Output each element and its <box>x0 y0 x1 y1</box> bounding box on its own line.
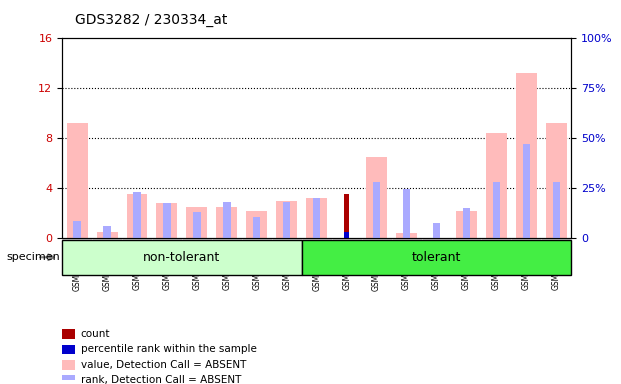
Text: GSM124833: GSM124833 <box>163 244 171 290</box>
Text: GSM124648: GSM124648 <box>342 244 351 290</box>
Bar <box>546 123 567 238</box>
Bar <box>62 344 75 354</box>
Text: GSM124575: GSM124575 <box>73 244 81 291</box>
FancyBboxPatch shape <box>182 238 212 269</box>
Text: GSM124863: GSM124863 <box>283 244 291 290</box>
Bar <box>456 210 477 238</box>
Bar <box>396 233 417 238</box>
Bar <box>433 223 440 238</box>
FancyBboxPatch shape <box>332 238 361 269</box>
Text: GSM124850: GSM124850 <box>492 244 501 290</box>
Bar <box>193 212 201 238</box>
Bar <box>156 203 178 238</box>
FancyBboxPatch shape <box>302 238 332 269</box>
FancyBboxPatch shape <box>62 240 302 275</box>
FancyBboxPatch shape <box>242 238 272 269</box>
Text: GSM124753: GSM124753 <box>372 244 381 291</box>
Bar <box>493 182 500 238</box>
Text: GSM124838: GSM124838 <box>193 244 201 290</box>
FancyBboxPatch shape <box>122 238 152 269</box>
Bar <box>276 200 297 238</box>
Bar <box>66 123 88 238</box>
FancyBboxPatch shape <box>451 238 481 269</box>
Text: GSM124851: GSM124851 <box>522 244 531 290</box>
Bar <box>523 144 530 238</box>
Bar <box>486 133 507 238</box>
FancyBboxPatch shape <box>361 238 392 269</box>
FancyBboxPatch shape <box>302 240 571 275</box>
Text: GSM124842: GSM124842 <box>252 244 261 290</box>
FancyBboxPatch shape <box>62 238 92 269</box>
Bar <box>463 208 470 238</box>
Text: GSM124646: GSM124646 <box>312 244 321 291</box>
Text: GSM124675: GSM124675 <box>102 244 112 291</box>
Text: GSM124853: GSM124853 <box>552 244 561 290</box>
Bar <box>62 360 75 370</box>
Bar <box>216 207 237 238</box>
Bar <box>62 375 75 384</box>
Bar <box>253 217 260 238</box>
Text: GSM124845: GSM124845 <box>462 244 471 290</box>
FancyBboxPatch shape <box>512 238 542 269</box>
Text: non-tolerant: non-tolerant <box>143 251 220 264</box>
Bar <box>96 232 117 238</box>
Text: specimen: specimen <box>6 252 60 262</box>
Bar <box>247 210 267 238</box>
FancyBboxPatch shape <box>212 238 242 269</box>
Bar <box>163 203 171 238</box>
Bar <box>186 207 207 238</box>
Bar <box>344 194 349 238</box>
Text: GSM124836: GSM124836 <box>432 244 441 290</box>
Bar <box>306 198 327 238</box>
FancyBboxPatch shape <box>152 238 182 269</box>
Text: value, Detection Call = ABSENT: value, Detection Call = ABSENT <box>81 360 246 370</box>
Text: GSM124834: GSM124834 <box>402 244 411 290</box>
Bar <box>283 202 291 238</box>
Bar <box>223 202 230 238</box>
FancyBboxPatch shape <box>481 238 512 269</box>
FancyBboxPatch shape <box>542 238 571 269</box>
FancyBboxPatch shape <box>272 238 302 269</box>
FancyBboxPatch shape <box>92 238 122 269</box>
Text: rank, Detection Call = ABSENT: rank, Detection Call = ABSENT <box>81 375 241 384</box>
Text: GSM124840: GSM124840 <box>222 244 232 290</box>
Bar <box>516 73 537 238</box>
Text: count: count <box>81 329 110 339</box>
Bar <box>127 194 147 238</box>
Bar <box>553 182 560 238</box>
Bar <box>373 182 380 238</box>
Bar <box>403 189 410 238</box>
FancyBboxPatch shape <box>422 238 451 269</box>
Text: GDS3282 / 230334_at: GDS3282 / 230334_at <box>75 13 227 27</box>
Bar <box>134 192 140 238</box>
Text: percentile rank within the sample: percentile rank within the sample <box>81 344 256 354</box>
Bar <box>313 198 320 238</box>
Bar <box>73 220 81 238</box>
Bar <box>366 157 387 238</box>
Text: GSM124748: GSM124748 <box>132 244 142 290</box>
FancyBboxPatch shape <box>392 238 422 269</box>
Bar <box>103 226 111 238</box>
Bar <box>62 329 75 339</box>
Text: tolerant: tolerant <box>412 251 461 264</box>
Bar <box>344 232 349 238</box>
